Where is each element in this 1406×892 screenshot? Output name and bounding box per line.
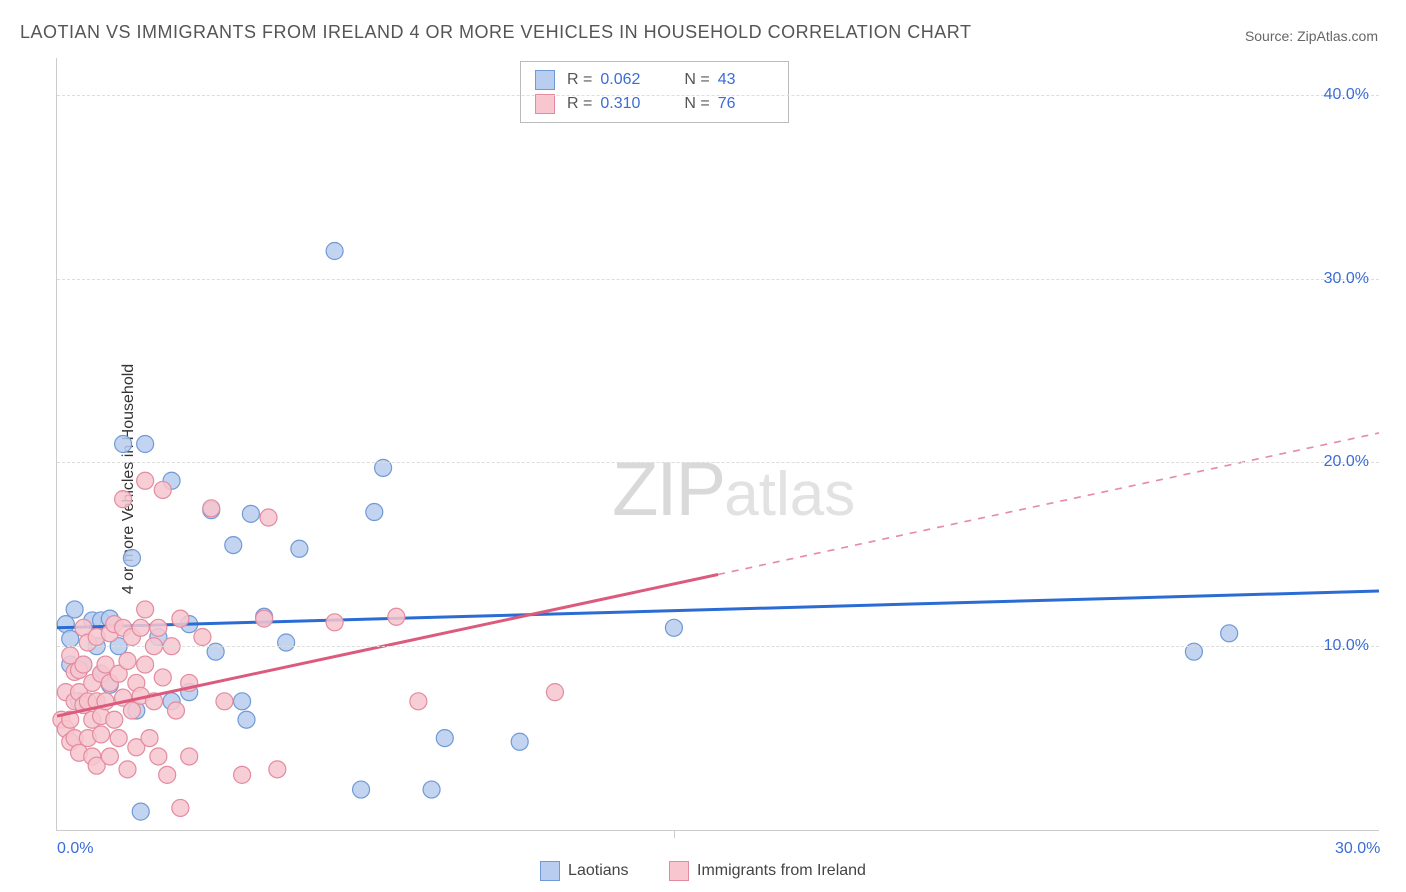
correlation-legend: R = 0.062 N = 43 R = 0.310 N = 76 bbox=[520, 61, 789, 123]
legend-item-ireland: Immigrants from Ireland bbox=[669, 861, 866, 881]
gridline bbox=[57, 646, 1379, 647]
scatter-svg bbox=[57, 58, 1379, 830]
y-tick-label: 40.0% bbox=[1324, 86, 1369, 104]
swatch-ireland-bottom bbox=[669, 861, 689, 881]
x-tick-mark bbox=[674, 830, 675, 838]
n-label: N = bbox=[684, 68, 709, 92]
x-tick-label: 30.0% bbox=[1335, 840, 1380, 858]
plot-area: R = 0.062 N = 43 R = 0.310 N = 76 ZIPatl… bbox=[56, 58, 1379, 831]
gridline bbox=[57, 279, 1379, 280]
chart-title: LAOTIAN VS IMMIGRANTS FROM IRELAND 4 OR … bbox=[20, 22, 971, 43]
source-attribution: Source: ZipAtlas.com bbox=[1245, 28, 1378, 44]
series-legend: Laotians Immigrants from Ireland bbox=[0, 861, 1406, 886]
r-label: R = bbox=[567, 68, 592, 92]
swatch-ireland bbox=[535, 94, 555, 114]
gridline bbox=[57, 95, 1379, 96]
r-value-laotians: 0.062 bbox=[600, 68, 656, 92]
legend-label-laotians: Laotians bbox=[568, 862, 629, 880]
y-tick-label: 30.0% bbox=[1324, 270, 1369, 288]
swatch-laotians bbox=[535, 70, 555, 90]
n-value-laotians: 43 bbox=[718, 68, 774, 92]
y-tick-label: 10.0% bbox=[1324, 637, 1369, 655]
y-tick-label: 20.0% bbox=[1324, 453, 1369, 471]
gridline bbox=[57, 462, 1379, 463]
legend-label-ireland: Immigrants from Ireland bbox=[697, 862, 866, 880]
x-tick-label: 0.0% bbox=[57, 840, 93, 858]
swatch-laotians-bottom bbox=[540, 861, 560, 881]
legend-item-laotians: Laotians bbox=[540, 861, 629, 881]
legend-row-laotians: R = 0.062 N = 43 bbox=[535, 68, 774, 92]
